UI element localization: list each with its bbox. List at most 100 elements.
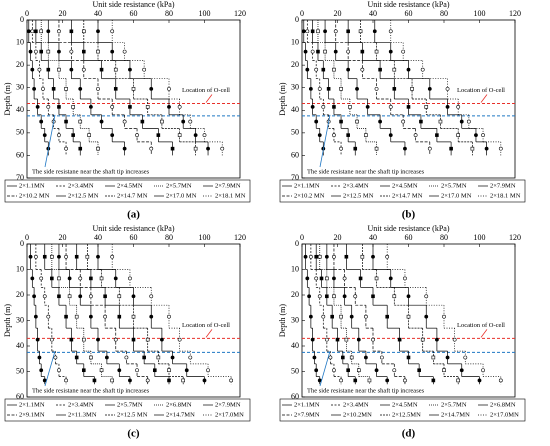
marker: [69, 29, 74, 34]
marker: [312, 355, 317, 360]
y-axis-title: Depth (m): [278, 82, 287, 115]
marker: [360, 67, 365, 72]
marker: [184, 368, 189, 373]
marker: [321, 314, 326, 319]
legend-label: 2×3.4MN: [68, 182, 94, 189]
x-tick-label: 40: [369, 9, 377, 18]
y-tick-label: 50: [291, 366, 299, 375]
marker: [353, 378, 358, 383]
marker: [64, 314, 68, 319]
marker: [167, 368, 171, 373]
marker: [53, 355, 58, 360]
y-tick-label: 40: [16, 105, 24, 114]
marker: [424, 105, 429, 109]
legend-label: 2×4.5MN: [392, 182, 418, 189]
marker: [308, 254, 313, 259]
marker: [406, 105, 411, 109]
marker: [206, 146, 210, 151]
legend-label: 2×6.8MN: [166, 401, 192, 408]
marker: [332, 294, 336, 299]
annotation: Location of O-cell: [182, 322, 230, 329]
marker: [371, 254, 375, 259]
marker: [392, 294, 397, 299]
marker: [434, 337, 439, 342]
y-tick-label: 10: [16, 264, 24, 273]
marker: [388, 105, 393, 109]
marker: [39, 276, 44, 281]
marker: [32, 86, 37, 91]
marker: [413, 133, 418, 138]
y-tick-label: 50: [16, 128, 24, 137]
marker: [149, 294, 154, 299]
marker: [30, 29, 35, 34]
marker: [316, 49, 320, 54]
marker: [46, 314, 51, 319]
annotation: Location of O-cell: [457, 87, 505, 94]
marker: [305, 67, 310, 72]
x-tick-label: 60: [405, 9, 413, 18]
marker: [346, 67, 351, 72]
marker: [71, 133, 75, 137]
x-tick-label: 20: [334, 9, 342, 18]
legend-box: [279, 179, 526, 203]
x-tick-label: 20: [334, 233, 342, 242]
marker: [110, 133, 115, 138]
marker: [310, 29, 315, 34]
annotation: Location of O-cell: [457, 322, 505, 329]
marker: [156, 133, 161, 137]
marker: [310, 49, 315, 54]
y-tick-label: 50: [16, 366, 24, 375]
marker: [159, 337, 164, 342]
x-tick-label: 20: [59, 233, 67, 242]
marker: [427, 86, 432, 91]
marker: [456, 378, 461, 383]
x-tick-label: 100: [199, 9, 211, 18]
marker: [463, 355, 468, 360]
x-tick-label: 0: [300, 9, 304, 18]
marker: [39, 49, 44, 54]
marker: [113, 67, 118, 72]
marker: [113, 87, 118, 91]
legend-label: 2×4.5MN: [392, 401, 418, 408]
y-tick-label: 20: [16, 290, 24, 299]
marker: [374, 146, 379, 151]
marker: [82, 368, 86, 373]
marker: [188, 355, 193, 360]
legend-label: 2×7.9MN: [215, 401, 241, 408]
marker: [365, 105, 370, 109]
marker: [316, 29, 320, 34]
marker: [117, 368, 122, 373]
y-tick-label: 0: [20, 239, 24, 248]
marker: [135, 133, 139, 138]
x-axis-title: Unit side resistance (kPa): [368, 224, 450, 233]
y-tick-label: 30: [16, 315, 24, 324]
marker: [128, 276, 132, 281]
x-tick-label: 60: [130, 233, 138, 242]
marker: [78, 119, 83, 124]
marker: [332, 368, 336, 373]
marker: [167, 105, 171, 109]
marker: [307, 294, 312, 299]
legend-label: 2×17.0 MN: [441, 192, 472, 199]
x-tick-label: 40: [94, 233, 102, 242]
y-tick-label: 60: [16, 150, 24, 159]
marker: [388, 276, 393, 281]
marker: [349, 314, 354, 319]
marker: [33, 314, 38, 319]
annotation: Location of O-cell: [182, 87, 230, 94]
marker: [57, 29, 61, 34]
x-tick-label: 100: [474, 233, 486, 242]
marker: [149, 146, 154, 151]
marker: [420, 67, 425, 72]
marker: [303, 49, 308, 54]
legend-label: 2×9.1MN: [19, 411, 45, 418]
marker: [356, 337, 361, 342]
marker: [326, 87, 331, 91]
y-tick-label: 70: [291, 173, 299, 182]
marker: [314, 368, 319, 373]
marker: [39, 29, 44, 34]
marker: [170, 146, 175, 151]
marker: [317, 254, 322, 259]
marker: [74, 314, 79, 319]
marker: [363, 355, 368, 360]
